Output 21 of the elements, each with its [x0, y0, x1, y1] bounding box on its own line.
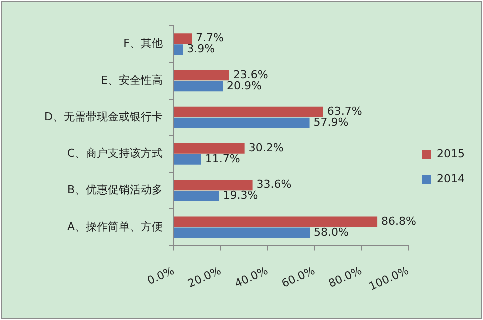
data-label: 63.7% — [327, 104, 362, 118]
data-label: 33.6% — [256, 178, 292, 192]
data-label: 58.0% — [314, 226, 349, 239]
x-tick-label: 0.0% — [146, 264, 176, 288]
data-label: 23.6% — [233, 68, 268, 82]
data-label: 86.8% — [382, 214, 417, 228]
y-tick-label: A、操作简单、方便 — [67, 220, 163, 234]
data-label: 30.2% — [248, 142, 284, 155]
data-label: 7.7% — [196, 32, 224, 45]
y-tick-label: D、无需带现金或银行卡 — [44, 110, 163, 124]
y-tick-label: F、其他 — [124, 37, 163, 50]
y-tick-label: C、商户支持该方式 — [67, 147, 163, 160]
data-label: 20.9% — [227, 79, 262, 92]
legend-label: 2015 — [437, 147, 466, 160]
y-tick-label: E、安全性高 — [101, 74, 163, 87]
data-label: 19.3% — [223, 189, 258, 202]
y-tick-label: B、优惠促销活动多 — [67, 184, 163, 197]
data-label: 57.9% — [314, 116, 349, 129]
data-label: 11.7% — [205, 152, 240, 166]
data-label: 3.9% — [187, 42, 216, 56]
legend-label: 2014 — [437, 172, 466, 186]
